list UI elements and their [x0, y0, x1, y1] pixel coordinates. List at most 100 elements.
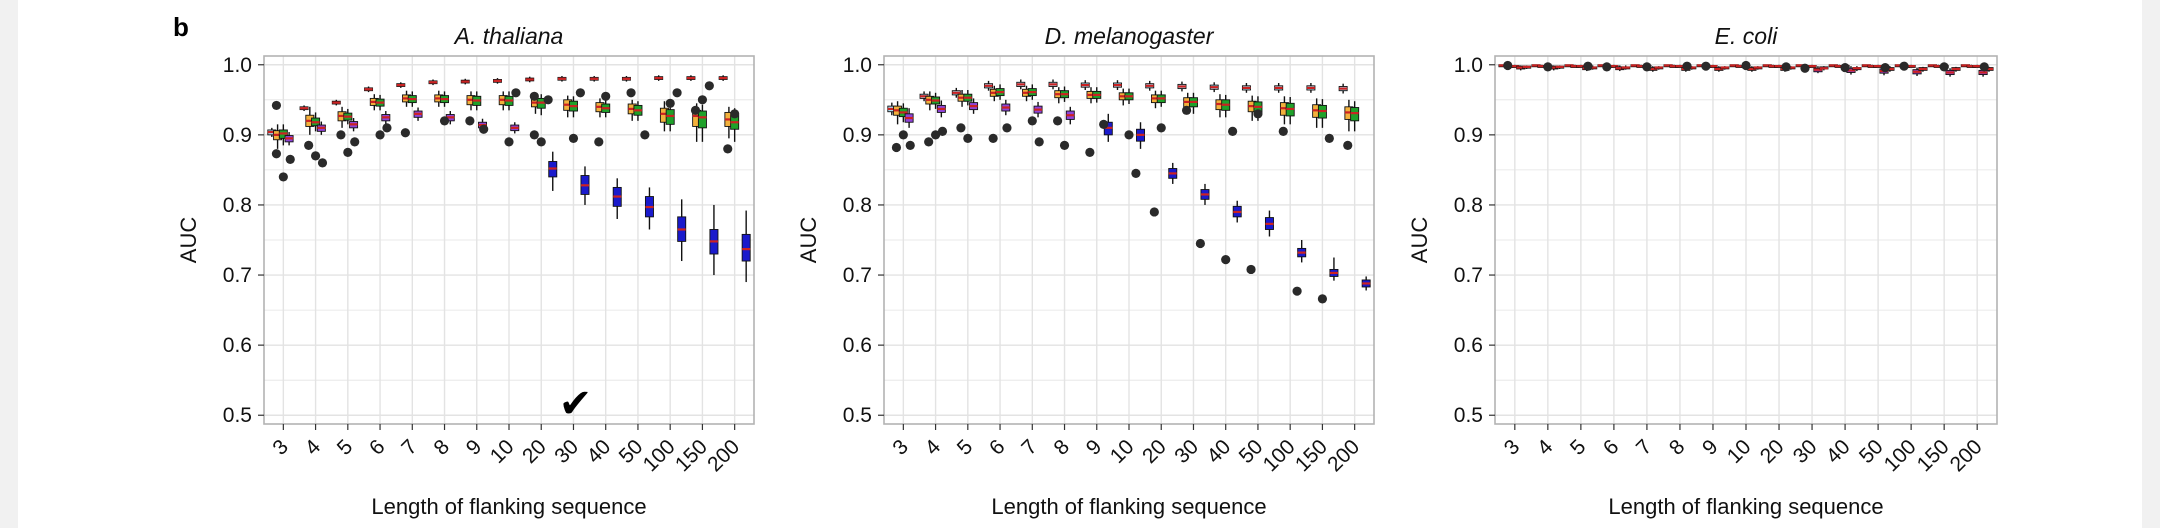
x-tick-label: 8 — [430, 435, 455, 460]
outlier-point — [924, 137, 934, 147]
x-tick-label: 10 — [486, 435, 519, 468]
x-axis-label: Length of flanking sequence — [991, 494, 1266, 519]
outlier-point — [1899, 61, 1909, 71]
outlier-point — [1085, 147, 1095, 157]
outlier-point — [1840, 62, 1850, 73]
box — [741, 233, 751, 262]
outlier-point — [956, 123, 966, 133]
outlier-point — [350, 137, 360, 147]
outlier-point — [1741, 60, 1751, 71]
x-tick-label: 9 — [1082, 435, 1107, 460]
y-tick-label: 0.6 — [843, 334, 872, 357]
x-tick-label: 200 — [703, 435, 744, 476]
outlier-point — [1221, 255, 1231, 265]
y-tick-label: 0.5 — [843, 404, 872, 427]
x-tick-label: 200 — [1323, 435, 1364, 476]
outlier-point — [1292, 286, 1302, 296]
x-tick-label: 150 — [1291, 435, 1332, 476]
outlier-point — [665, 98, 675, 108]
outlier-point — [937, 126, 948, 136]
x-tick-label: 30 — [1170, 435, 1203, 468]
x-tick-label: 40 — [1822, 435, 1855, 468]
x-tick-label: 9 — [462, 435, 487, 460]
outlier-point — [1149, 207, 1159, 217]
outlier-point — [375, 130, 385, 140]
outlier-point — [568, 133, 579, 143]
outlier-point — [271, 100, 282, 111]
chart-panel-1: 0.50.60.70.80.91.03 4 5 6 7 8 9 10 20 30 40 5010015… — [176, 23, 755, 519]
x-tick-label: 7 — [1017, 435, 1042, 460]
outlier-point — [697, 95, 708, 105]
outlier-point — [479, 124, 489, 134]
y-tick-label: 0.5 — [1454, 404, 1483, 427]
outlier-point — [575, 88, 585, 98]
outlier-point — [672, 88, 682, 98]
outlier-point — [382, 123, 392, 133]
chart-panel-2: 0.50.60.70.80.91.03 4 5 6 7 8 9 10 20 30 40 5010015… — [796, 23, 1375, 519]
outlier-point — [511, 88, 521, 98]
outlier-point — [1059, 140, 1070, 150]
x-tick-label: 5 — [953, 435, 978, 460]
x-tick-label: 7 — [1632, 435, 1657, 460]
figure-page: b 0.5 0.6 0.7 0.8 0.9 1.0 3 4 5 6 7 8 9 10 20 30 40 50 100… — [18, 0, 2142, 528]
y-tick-label: 0.8 — [843, 194, 872, 217]
outlier-point — [1228, 126, 1238, 136]
outlier-point — [1880, 62, 1890, 73]
y-tick-label: 1.0 — [223, 54, 252, 77]
outlier-point — [1099, 119, 1109, 129]
x-tick-label: 10 — [1106, 435, 1139, 468]
checkmark-icon: ✔ — [559, 381, 593, 427]
x-tick-label: 20 — [1756, 435, 1789, 468]
outlier-point — [529, 130, 539, 140]
outlier-point — [1642, 62, 1652, 72]
y-tick-label: 0.6 — [1454, 334, 1483, 357]
outlier-point — [1682, 61, 1692, 71]
figure-canvas: b 0.50.60.70.80.91.03 4 5 6 7 8 9 10 20 30 40 50100… — [173, 12, 1998, 519]
x-tick-label: 5 — [333, 435, 358, 460]
x-tick-label: 6 — [985, 435, 1010, 460]
x-tick-label: 8 — [1050, 435, 1075, 460]
x-tick-label: 5 — [1566, 435, 1591, 460]
outlier-point — [1131, 168, 1141, 179]
y-axis-label: AUC — [796, 217, 821, 264]
outlier-point — [1583, 61, 1593, 71]
y-tick-label: 0.9 — [843, 124, 872, 147]
x-tick-label: 6 — [365, 435, 390, 460]
outlier-point — [1027, 116, 1037, 126]
x-tick-label: 3 — [888, 435, 913, 460]
outlier-point — [1181, 105, 1192, 115]
outlier-point — [1034, 137, 1044, 147]
y-tick-label: 1.0 — [843, 54, 872, 77]
outlier-point — [1324, 133, 1334, 143]
outlier-point — [1979, 62, 1989, 72]
outlier-point — [310, 151, 321, 161]
outlier-point — [1195, 238, 1205, 249]
outlier-point — [988, 133, 998, 143]
y-axis-label: AUC — [1407, 217, 1432, 264]
x-tick-label: 4 — [301, 435, 326, 460]
outlier-point — [963, 133, 973, 143]
x-tick-label: 10 — [1723, 435, 1756, 468]
chart-title: D. melanogaster — [1045, 23, 1215, 49]
x-tick-label: 8 — [1665, 435, 1690, 460]
x-tick-label: 7 — [397, 435, 422, 460]
x-tick-label: 30 — [1789, 435, 1822, 468]
outlier-point — [1503, 60, 1513, 71]
x-tick-label: 3 — [268, 435, 293, 460]
outlier-point — [1781, 62, 1791, 72]
outlier-point — [1343, 140, 1353, 150]
outlier-point — [1939, 62, 1949, 72]
y-axis-label: AUC — [176, 217, 201, 264]
x-tick-label: 4 — [921, 435, 946, 460]
x-tick-label: 100 — [1880, 435, 1921, 476]
outlier-point — [278, 172, 288, 182]
outlier-point — [601, 91, 611, 101]
chart-title: A. thaliana — [453, 23, 564, 49]
x-tick-label: 150 — [1913, 435, 1954, 476]
chart-panels: 0.50.60.70.80.91.03 4 5 6 7 8 9 10 20 30 40 5010015… — [176, 23, 1998, 519]
outlier-point — [930, 130, 941, 140]
outlier-point — [1124, 130, 1134, 140]
outlier-point — [1002, 123, 1012, 133]
chart-title: E. coli — [1715, 23, 1779, 49]
x-tick-label: 20 — [1138, 435, 1171, 468]
